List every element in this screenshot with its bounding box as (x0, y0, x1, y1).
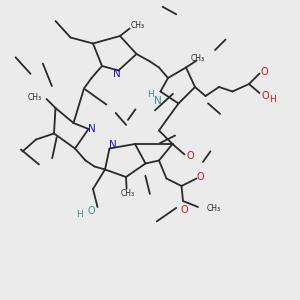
Text: N: N (154, 96, 161, 106)
Text: O: O (262, 91, 269, 101)
Text: N: N (88, 124, 96, 134)
Text: CH₃: CH₃ (130, 21, 145, 30)
Text: CH₃: CH₃ (207, 204, 221, 213)
Text: O: O (260, 67, 268, 77)
Text: H: H (270, 94, 276, 103)
Text: N: N (109, 140, 117, 150)
Text: CH₃: CH₃ (191, 54, 205, 63)
Text: O: O (88, 206, 95, 217)
Text: O: O (196, 172, 204, 182)
Text: CH₃: CH₃ (28, 93, 42, 102)
Text: O: O (187, 151, 194, 161)
Text: H: H (76, 210, 83, 219)
Text: CH₃: CH₃ (120, 189, 135, 198)
Text: O: O (181, 205, 188, 215)
Text: N: N (113, 69, 121, 79)
Text: H: H (147, 90, 153, 99)
